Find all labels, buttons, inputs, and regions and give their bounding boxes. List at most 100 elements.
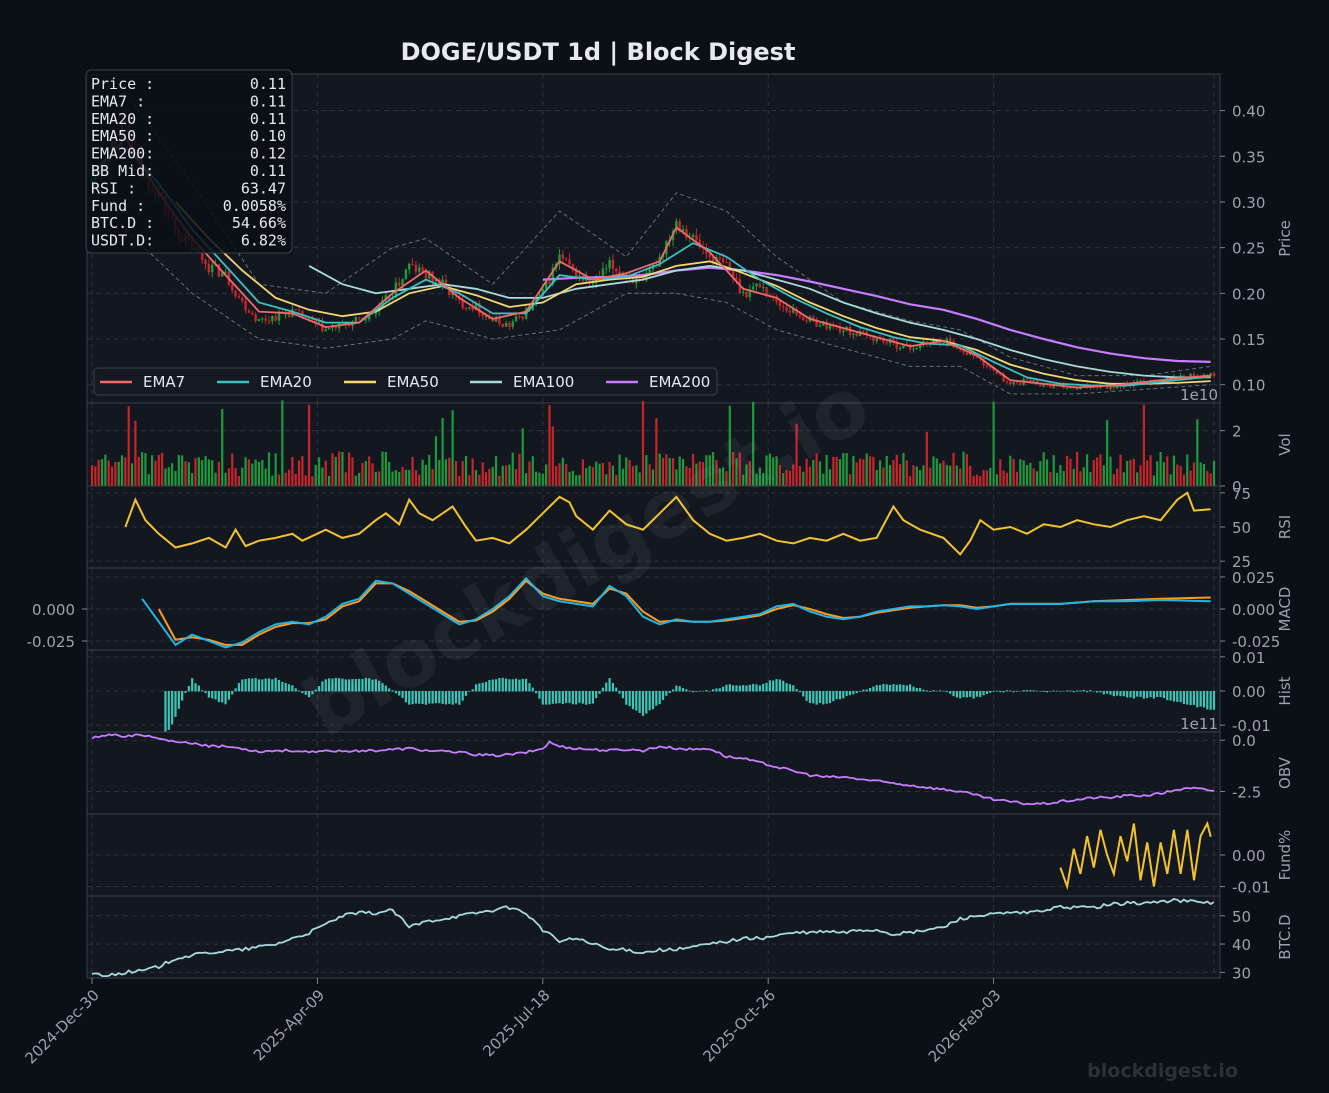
hist-bar bbox=[972, 691, 975, 699]
price-ylabel: Price bbox=[1276, 220, 1294, 257]
obv-line bbox=[91, 733, 1215, 806]
volume-bar bbox=[444, 459, 448, 486]
volume-bar bbox=[144, 453, 147, 486]
volume-bar bbox=[1012, 458, 1015, 486]
hist-bar bbox=[391, 690, 394, 692]
hist-bar bbox=[979, 691, 982, 698]
hist-bar bbox=[291, 685, 294, 692]
volume-bar bbox=[344, 472, 347, 486]
volume-bar bbox=[1035, 471, 1039, 486]
hist-bar bbox=[498, 678, 501, 692]
volume-bar bbox=[675, 469, 678, 486]
candle-body bbox=[785, 307, 788, 311]
hist-bar bbox=[1202, 691, 1206, 708]
hist-bar bbox=[1179, 691, 1182, 703]
x-tick-label-1: 2025-Apr-09 bbox=[250, 986, 328, 1064]
hist-bar bbox=[1039, 691, 1042, 692]
hist-bar bbox=[772, 680, 775, 692]
volume-bar bbox=[174, 470, 177, 486]
hist-bar bbox=[912, 686, 915, 692]
info-value-5: 0.11 bbox=[250, 162, 286, 180]
volume-bar bbox=[678, 456, 681, 486]
x-tick-label-4: 2026-Feb-03 bbox=[925, 986, 1005, 1066]
volume-bar bbox=[1102, 465, 1105, 486]
hist-bar bbox=[274, 677, 277, 692]
legend-frame bbox=[93, 367, 718, 396]
candle-body bbox=[705, 248, 708, 254]
volume-bar bbox=[100, 459, 104, 486]
candle-body bbox=[461, 299, 464, 308]
hist-bar bbox=[785, 683, 788, 692]
candle-body bbox=[1029, 379, 1032, 382]
bb-lower-line bbox=[125, 229, 1211, 395]
volume-bar bbox=[942, 460, 945, 486]
candle-body bbox=[481, 313, 484, 316]
volume-bar bbox=[94, 466, 97, 486]
volume-bar bbox=[975, 474, 979, 486]
hist-bar bbox=[478, 683, 481, 692]
volume-bar bbox=[1169, 474, 1172, 486]
hist-bar bbox=[1086, 691, 1089, 693]
hist-bar bbox=[484, 681, 488, 692]
hist-bar bbox=[955, 691, 958, 698]
hist-bar bbox=[625, 691, 628, 705]
macd-tick-label-2: 0.025 bbox=[1232, 569, 1275, 587]
hist-bar bbox=[331, 678, 334, 692]
candle-body bbox=[294, 309, 297, 311]
volume-bar bbox=[147, 474, 150, 486]
candle-body bbox=[1105, 386, 1109, 389]
hist-bar bbox=[992, 691, 995, 692]
candle-body bbox=[731, 270, 735, 278]
hist-bar bbox=[384, 685, 387, 692]
volume-bar bbox=[1136, 472, 1139, 486]
hist-bar bbox=[358, 678, 361, 692]
hist-bar bbox=[862, 689, 865, 692]
volume-bar bbox=[862, 459, 865, 486]
info-box: Price : 0.11 EMA7 : 0.11 EMA20 : 0.11 EMA50 : 0… bbox=[85, 69, 293, 254]
volume-bar bbox=[294, 473, 297, 486]
candle-body bbox=[234, 290, 237, 297]
volume-bar bbox=[1146, 460, 1149, 486]
candle-body bbox=[1002, 374, 1005, 382]
volume-tick-label-0: 0 bbox=[1232, 478, 1242, 496]
hist-bar bbox=[838, 691, 842, 700]
volume-bar bbox=[1089, 471, 1092, 486]
funding-tick-label-0: -0.01 bbox=[1232, 879, 1271, 897]
hist-bar bbox=[267, 678, 271, 692]
legend-label-1: EMA20 bbox=[260, 373, 312, 391]
volume-bar bbox=[194, 458, 197, 486]
hist-bar bbox=[915, 688, 918, 692]
rsi-panel: 25 50 75 RSI bbox=[86, 485, 1294, 571]
hist-bar bbox=[264, 678, 267, 692]
candle-body bbox=[842, 330, 845, 333]
info-label-7: Fund : bbox=[91, 197, 145, 215]
signal-line bbox=[157, 579, 1211, 646]
volume-bar bbox=[571, 470, 574, 486]
hist-tick-label-1: 0.00 bbox=[1232, 683, 1265, 701]
volume-bar bbox=[989, 467, 992, 486]
candle-body bbox=[271, 316, 274, 322]
funding-line bbox=[1059, 820, 1212, 891]
volume-bar bbox=[661, 457, 665, 486]
hist-bar bbox=[1172, 691, 1176, 702]
hist-bar bbox=[431, 691, 434, 704]
volume-bar bbox=[140, 452, 144, 486]
volume-bar bbox=[895, 454, 898, 486]
volume-bar bbox=[481, 462, 484, 486]
hist-bar bbox=[909, 684, 912, 692]
hist-bar bbox=[327, 678, 331, 692]
volume-bar bbox=[130, 463, 134, 486]
candle-body bbox=[989, 366, 992, 368]
candle-body bbox=[1192, 373, 1196, 378]
volume-bar bbox=[925, 432, 928, 486]
volume-bar bbox=[274, 453, 277, 486]
volume-bar bbox=[384, 451, 387, 486]
volume-bar bbox=[431, 469, 434, 486]
volume-bar bbox=[528, 461, 531, 486]
hist-bar bbox=[788, 684, 792, 692]
hist-bar bbox=[171, 691, 174, 725]
candle-body bbox=[1042, 383, 1045, 387]
candle-body bbox=[778, 301, 782, 307]
volume-bar bbox=[858, 458, 862, 486]
candle-body bbox=[862, 331, 865, 333]
